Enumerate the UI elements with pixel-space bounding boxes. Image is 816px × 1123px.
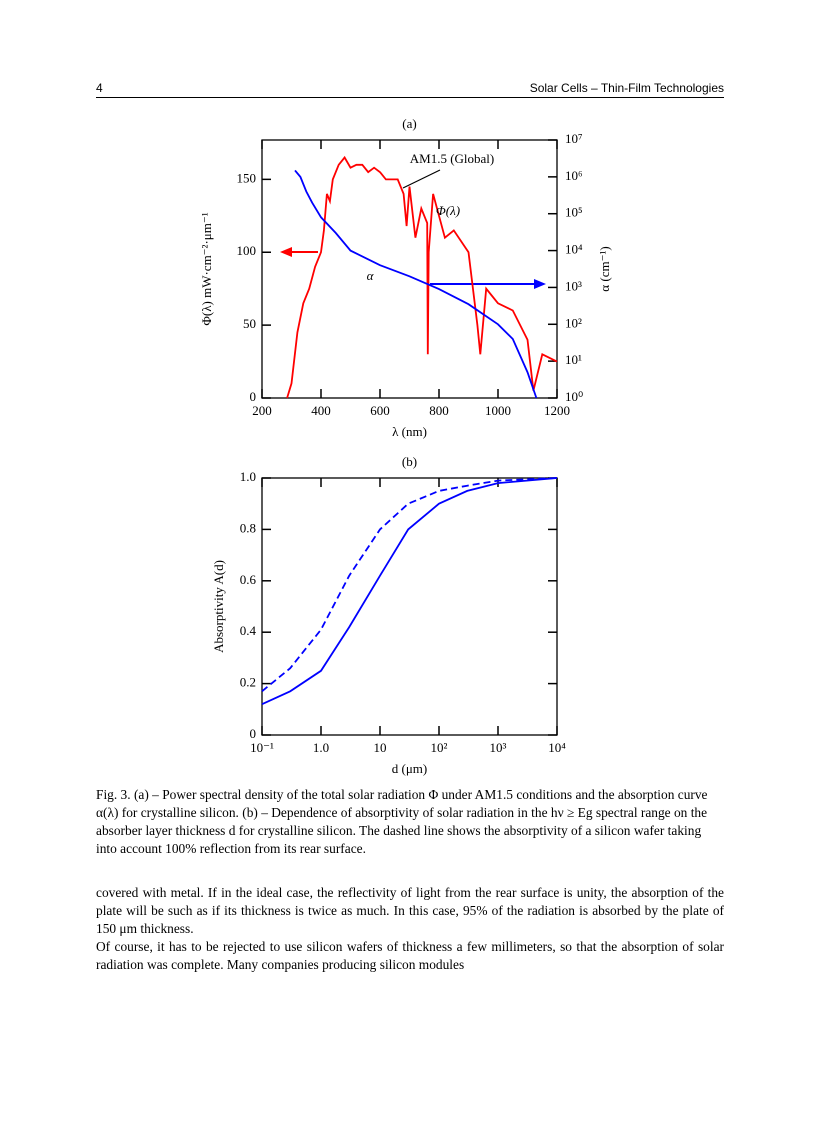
x-tick-label: 200	[252, 403, 272, 418]
x-tick-label: 800	[429, 403, 449, 418]
y2-tick-label: 10⁵	[565, 205, 583, 220]
page-header: 4 Solar Cells – Thin-Film Technologies	[96, 80, 724, 98]
y2-tick-label: 10⁴	[565, 242, 583, 257]
series-line	[294, 169, 538, 399]
y2-tick-label: 10⁶	[565, 168, 583, 183]
x-axis-label: d (μm)	[392, 761, 428, 776]
y2-tick-label: 10⁰	[565, 389, 583, 404]
series-line	[261, 477, 558, 692]
x-tick-label: 10	[374, 740, 387, 755]
y-axis-label: Φ(λ) mW·cm⁻²·μm⁻¹	[199, 212, 214, 325]
y2-tick-label: 10¹	[565, 352, 582, 367]
x-tick-label: 10³	[490, 740, 507, 755]
leader-line	[402, 169, 441, 189]
page-number: 4	[96, 81, 103, 95]
y-tick-label: 0.4	[240, 623, 257, 638]
y-tick-label: 1.0	[240, 469, 256, 484]
x-tick-label: 400	[311, 403, 331, 418]
x-axis-label: λ (nm)	[392, 424, 427, 439]
annotation: AM1.5 (Global)	[410, 151, 495, 166]
arrowhead	[280, 247, 292, 257]
y-tick-label: 0	[250, 726, 257, 741]
y-tick-label: 50	[243, 316, 256, 331]
series-line	[286, 155, 558, 399]
y2-tick-label: 10²	[565, 315, 582, 330]
series-label: Φ(λ)	[436, 203, 460, 218]
y-tick-label: 0.8	[240, 520, 256, 535]
x-tick-label: 1000	[485, 403, 511, 418]
y-tick-label: 0.2	[240, 675, 256, 690]
y-tick-label: 150	[237, 170, 257, 185]
figure: (a) λ (nm) Φ(λ) mW·cm⁻²·μm⁻¹ α (cm⁻¹) 200 400…	[199, 116, 612, 776]
x-tick-label: 10⁻¹	[250, 740, 274, 755]
plot-frame	[261, 139, 558, 399]
chart-title: (a)	[402, 116, 416, 131]
y-axis-label: Absorptivity A(d)	[211, 560, 226, 653]
chart-title: (b)	[402, 454, 417, 469]
running-title: Solar Cells – Thin-Film Technologies	[529, 81, 724, 95]
y2-tick-label: 10⁷	[565, 131, 583, 146]
x-tick-label: 600	[370, 403, 390, 418]
y-tick-label: 100	[237, 243, 257, 258]
series-label: α	[367, 268, 375, 283]
y2-tick-label: 10³	[565, 278, 582, 293]
x-tick-label: 1.0	[313, 740, 329, 755]
plot-frame	[261, 477, 558, 736]
series-line	[261, 477, 558, 706]
x-tick-label: 10²	[431, 740, 448, 755]
figure-caption: Fig. 3. (a) – Power spectral density of …	[96, 787, 708, 856]
y-tick-label: 0.6	[240, 572, 257, 587]
paragraph: covered with metal. If in the ideal case…	[96, 885, 724, 936]
x-tick-label: 1200	[544, 403, 570, 418]
y-tick-label: 0	[250, 389, 257, 404]
paragraph: Of course, it has to be rejected to use …	[96, 939, 724, 972]
arrowhead	[534, 279, 546, 289]
x-tick-label: 10⁴	[548, 740, 566, 755]
y2-axis-label: α (cm⁻¹)	[597, 246, 612, 291]
